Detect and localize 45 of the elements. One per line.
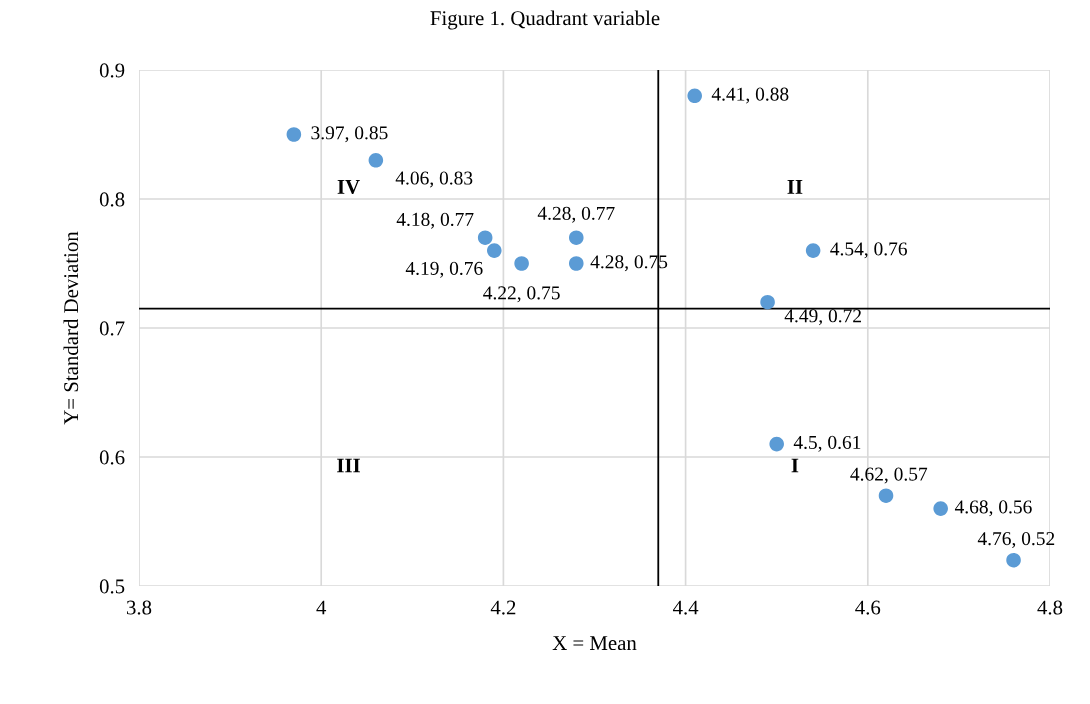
data-label: 4.06, 0.83	[395, 171, 473, 188]
data-label: 4.5, 0.61	[793, 435, 861, 452]
annotation: II	[787, 180, 803, 194]
point	[805, 243, 821, 258]
x-tick-label: 3.8	[126, 600, 152, 615]
data-label: 4.54, 0.76	[830, 242, 907, 259]
point	[760, 294, 775, 310]
x-tick-label: 4.6	[855, 600, 881, 615]
y-tick-label: 0.5	[99, 579, 125, 594]
data-label: 4.76, 0.52	[977, 532, 1055, 548]
point	[514, 256, 529, 271]
y-tick-label: 0.9	[99, 63, 125, 78]
point	[368, 153, 384, 168]
data-label: 4.49, 0.72	[784, 309, 861, 326]
point	[477, 230, 493, 245]
y-tick-label: 0.8	[99, 192, 125, 207]
data-label: 3.97, 0.85	[311, 126, 388, 143]
data-label: 4.41, 0.88	[711, 87, 789, 104]
data-label: 4.22, 0.75	[483, 286, 560, 303]
y-tick-label: 0.6	[99, 450, 125, 465]
point	[933, 501, 948, 516]
data-label: 4.28, 0.77	[537, 206, 615, 223]
x-tick-label: 4	[316, 600, 327, 615]
point	[878, 488, 894, 503]
point	[569, 256, 584, 271]
data-label: 4.62, 0.57	[850, 467, 928, 484]
point	[1006, 552, 1021, 568]
x-tick-label: 4.2	[490, 600, 516, 615]
point	[769, 436, 784, 452]
point	[286, 127, 302, 142]
annotation: IV	[337, 180, 360, 195]
data-label: 4.18, 0.77	[396, 212, 474, 229]
data-label: 4.68, 0.56	[954, 500, 1032, 517]
annotation: III	[337, 458, 360, 473]
y-axis-title: Y= Standard Deviation	[63, 231, 79, 425]
annotation: I	[791, 458, 799, 473]
point	[687, 88, 702, 104]
data-label: 4.19, 0.76	[405, 261, 483, 278]
chart-title: Figure 1. Quadrant variable	[430, 10, 660, 30]
x-axis-title: X = Mean	[552, 636, 637, 651]
x-tick-label: 4.4	[672, 600, 699, 615]
point	[487, 243, 502, 258]
y-tick-label: 0.7	[99, 321, 125, 336]
x-tick-label: 4.8	[1037, 600, 1063, 615]
point	[569, 230, 584, 245]
